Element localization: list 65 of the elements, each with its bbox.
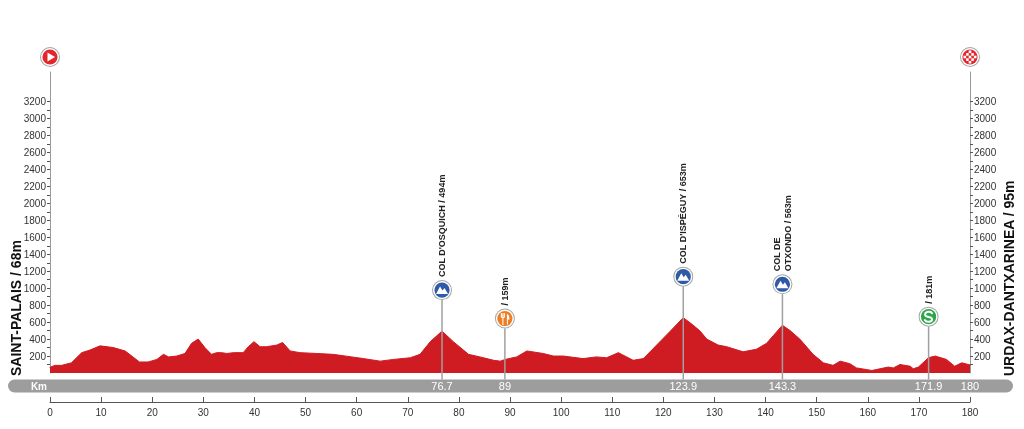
x2-axis-title: Km <box>30 380 48 392</box>
x-tick-label: 160 <box>859 406 877 418</box>
y2-tick-label: 1800 <box>974 214 997 226</box>
y2-tick-label: 2600 <box>974 147 997 159</box>
y2-tick-label: 1000 <box>974 282 997 294</box>
y-tick-label: 800 <box>29 299 47 311</box>
x-tick-label: 80 <box>453 406 465 418</box>
y-tick-label: 1800 <box>23 214 47 226</box>
annotation: / 181m <box>923 275 934 304</box>
annotation: COL D'ISPÉGUY / 653m <box>678 163 689 264</box>
x-tick-label: 130 <box>706 406 724 418</box>
x-tick-label: 110 <box>604 406 621 418</box>
x-tick-label: 30 <box>197 406 210 418</box>
y2-tick-label: 2200 <box>974 180 997 192</box>
y2-axis-title: URDAX-DANTXARINEA / 95m <box>1001 180 1017 376</box>
y-tick-label: 1000 <box>23 282 47 294</box>
y-tick-label: 1400 <box>23 248 47 260</box>
x-tick-label: 40 <box>248 406 261 418</box>
x-tick-label: 0 <box>47 406 54 418</box>
x-tick-label: 100 <box>552 406 570 418</box>
y-tick-label: 3200 <box>23 96 47 108</box>
annotation: COL DE OTXONDO / 563m <box>771 195 793 272</box>
y-tick-label: 200 <box>29 350 47 362</box>
y2-tick-label: 3200 <box>974 96 997 108</box>
x-tick-label: 120 <box>654 406 673 418</box>
y-axis-title: SAINT-PALAIS / 68m <box>8 240 24 376</box>
y2-tick-label: 1600 <box>974 231 997 243</box>
y-tick-label: 2200 <box>23 180 47 192</box>
y-tick-label: 2600 <box>23 147 47 159</box>
y-tick-label: 2000 <box>23 197 47 209</box>
y2-tick-label: 3000 <box>974 113 997 125</box>
x-tick-label: 170 <box>910 406 928 418</box>
y2-tick-label: 400 <box>974 333 992 345</box>
y-tick-label: 2800 <box>23 130 47 142</box>
x-tick-label: 180 <box>961 406 979 418</box>
x-tick-label: 10 <box>95 406 108 418</box>
y2-tick-label: 200 <box>974 350 992 362</box>
y2-tick-label: 800 <box>974 299 992 311</box>
x-tick-label: 50 <box>299 406 312 418</box>
x-tick-label: 60 <box>351 406 363 418</box>
x2-tick-label: 76.7 <box>431 380 453 392</box>
y-tick-label: 3000 <box>23 113 47 125</box>
y-tick-label: 400 <box>29 333 47 345</box>
annotation: COL D'OSQUICH / 494m <box>437 174 448 278</box>
y2-tick-label: 1200 <box>974 265 997 277</box>
y-tick-label: 600 <box>29 316 47 328</box>
x2-tick-label: 143.3 <box>768 380 797 392</box>
y2-tick-label: 2800 <box>974 130 997 142</box>
x-tick-label: 70 <box>402 406 414 418</box>
y-tick-label: 1200 <box>23 265 47 277</box>
x-tick-label: 20 <box>146 406 159 418</box>
y2-tick-label: 2400 <box>974 164 997 176</box>
x-tick-label: 90 <box>504 406 516 418</box>
y-tick-label: 1600 <box>23 231 47 243</box>
y2-tick-label: 2000 <box>974 197 997 209</box>
annotation: / 159m <box>499 277 510 306</box>
y2-tick-label: 600 <box>974 316 992 328</box>
x2-tick-label: 180 <box>960 380 980 392</box>
x-tick-label: 140 <box>757 406 775 418</box>
y2-tick-label: 1400 <box>974 248 997 260</box>
y-tick-label: 2400 <box>23 164 47 176</box>
x2-tick-label: 123.9 <box>669 380 698 392</box>
x2-tick-label: 171.9 <box>914 380 943 392</box>
x-tick-label: 150 <box>808 406 826 418</box>
x2-tick-label: 89 <box>498 380 512 392</box>
